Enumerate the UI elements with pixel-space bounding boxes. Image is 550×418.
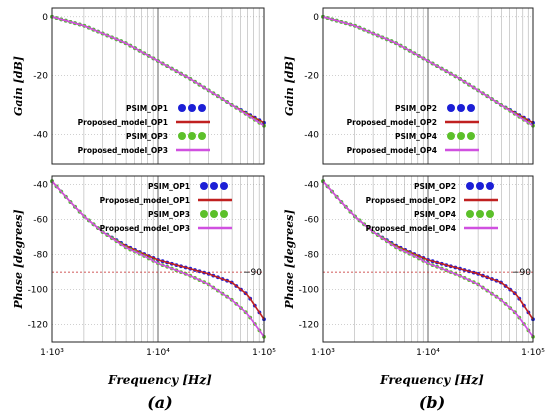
plot-frame xyxy=(322,7,534,165)
legend-label: PSIM_OP4 xyxy=(414,210,456,219)
legend-dot-marker xyxy=(467,132,475,140)
chart-phase-a: −90 -40 -60 -80 -100 -120 1·10³ 1·10⁴ 1·10⁵ Phase… xyxy=(12,175,276,358)
x-tick-label: 1·10⁴ xyxy=(146,348,170,358)
plot-frame xyxy=(51,175,265,343)
legend-label: Proposed_model_OP3 xyxy=(100,224,190,233)
legend-label: Proposed_model_OP3 xyxy=(78,146,168,155)
y-tick-label: -20 xyxy=(33,72,48,82)
y-tick-label: -40 xyxy=(304,131,319,141)
y-tick-label: 0 xyxy=(42,13,48,23)
y-tick-label: -80 xyxy=(33,251,48,261)
series-line-Proposed_model_OP4 xyxy=(322,180,534,338)
legend-label: PSIM_OP3 xyxy=(126,132,168,141)
legend: PSIM_OP2 Proposed_model_OP2 PSIM_OP4 Propos… xyxy=(347,104,479,155)
legend-label: Proposed_model_OP2 xyxy=(347,118,437,127)
legend-label: PSIM_OP2 xyxy=(414,182,456,191)
legend-dot-marker xyxy=(466,182,474,190)
panel-label-a: (a) xyxy=(147,393,173,412)
series-line-Proposed_model_OP3 xyxy=(51,180,265,338)
legend-dot-marker xyxy=(198,132,206,140)
legend-dot-marker xyxy=(178,104,186,112)
legend-dot-marker xyxy=(198,104,206,112)
legend-dot-marker xyxy=(220,210,228,218)
legend-dot-marker xyxy=(486,210,494,218)
legend-label: PSIM_OP1 xyxy=(148,182,190,191)
chart-gain-b: 0 -20 -40 Gain [dB] PSIM_OP2 Proposed_model_O… xyxy=(283,7,535,165)
legend-dot-marker xyxy=(210,182,218,190)
y-tick-label: -100 xyxy=(28,286,49,296)
series-line-Proposed_model_OP3 xyxy=(51,16,265,127)
x-tick-label: 1·10⁵ xyxy=(252,348,276,358)
legend-label: Proposed_model_OP2 xyxy=(366,196,456,205)
legend-label: Proposed_model_OP4 xyxy=(366,224,456,233)
legend-dot-marker xyxy=(476,182,484,190)
y-tick-label: -40 xyxy=(33,181,48,191)
legend-dot-marker xyxy=(200,182,208,190)
y-axis-title: Gain [dB] xyxy=(12,56,25,116)
legend-dot-marker xyxy=(188,132,196,140)
y-tick-label: -120 xyxy=(28,321,49,331)
reference-line-label: −90 xyxy=(512,268,531,278)
legend-dot-marker xyxy=(220,182,228,190)
x-axis-title-a: Frequency [Hz] xyxy=(107,373,212,387)
x-tick-label: 1·10³ xyxy=(311,348,335,358)
x-tick-label: 1·10⁵ xyxy=(521,348,545,358)
plot-frame xyxy=(322,175,534,343)
legend-dot-marker xyxy=(467,104,475,112)
legend-dot-marker xyxy=(457,104,465,112)
panel-label-b: (b) xyxy=(419,393,445,412)
legend-dot-marker xyxy=(476,210,484,218)
legend-label: Proposed_model_OP1 xyxy=(78,118,168,127)
legend-dot-marker xyxy=(188,104,196,112)
x-tick-label: 1·10⁴ xyxy=(416,348,440,358)
legend: PSIM_OP1 Proposed_model_OP1 PSIM_OP3 Propos… xyxy=(100,182,232,233)
y-tick-label: -20 xyxy=(304,72,319,82)
legend-label: PSIM_OP4 xyxy=(395,132,437,141)
legend-dot-marker xyxy=(486,182,494,190)
x-axis-title-b: Frequency [Hz] xyxy=(379,373,484,387)
y-tick-label: 0 xyxy=(313,13,319,23)
y-tick-label: -60 xyxy=(33,216,48,226)
y-tick-label: -120 xyxy=(299,321,320,331)
legend-label: Proposed_model_OP1 xyxy=(100,196,190,205)
legend-dot-marker xyxy=(200,210,208,218)
legend-label: Proposed_model_OP4 xyxy=(347,146,437,155)
legend: PSIM_OP1 Proposed_model_OP1 PSIM_OP3 Propos… xyxy=(78,104,210,155)
legend-dot-marker xyxy=(447,132,455,140)
reference-line-label: −90 xyxy=(243,268,262,278)
legend-dot-marker xyxy=(210,210,218,218)
y-tick-label: -60 xyxy=(304,216,319,226)
x-tick-label: 1·10³ xyxy=(40,348,64,358)
chart-gain-a: 0 -20 -40 Gain [dB] PSIM_OP1 Proposed_model_O… xyxy=(12,7,266,165)
legend: PSIM_OP2 Proposed_model_OP2 PSIM_OP4 Propos… xyxy=(366,182,498,233)
plot-frame xyxy=(51,7,265,165)
legend-dot-marker xyxy=(466,210,474,218)
y-axis-title: Phase [degrees] xyxy=(12,209,25,309)
legend-label: PSIM_OP2 xyxy=(395,104,437,113)
y-tick-label: -40 xyxy=(304,181,319,191)
y-tick-label: -80 xyxy=(304,251,319,261)
series-line-Proposed_model_OP4 xyxy=(322,16,534,127)
y-tick-label: -40 xyxy=(33,131,48,141)
legend-dot-marker xyxy=(447,104,455,112)
legend-dot-marker xyxy=(178,132,186,140)
y-axis-title: Phase [degrees] xyxy=(283,209,296,309)
y-tick-label: -100 xyxy=(299,286,320,296)
legend-label: PSIM_OP3 xyxy=(148,210,190,219)
legend-dot-marker xyxy=(457,132,465,140)
legend-label: PSIM_OP1 xyxy=(126,104,168,113)
chart-phase-b: −90 -40 -60 -80 -100 -120 1·10³ 1·10⁴ 1·10⁵ Phase… xyxy=(283,175,545,358)
y-axis-title: Gain [dB] xyxy=(283,56,296,116)
